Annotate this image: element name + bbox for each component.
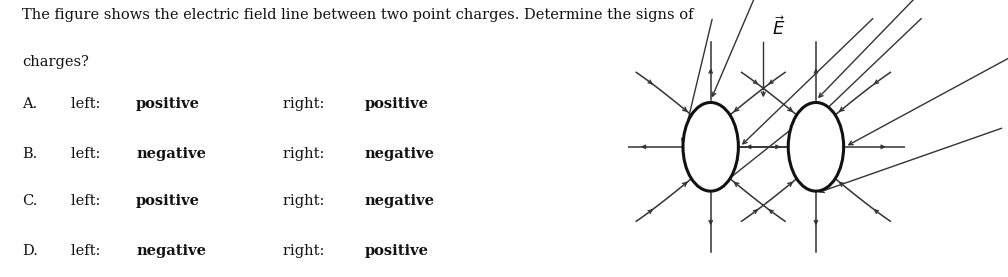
Text: left:: left: [71,194,105,208]
Text: negative: negative [136,244,206,258]
Text: right:: right: [283,147,329,161]
Ellipse shape [683,102,739,191]
Text: negative: negative [365,147,434,161]
Text: right:: right: [283,244,329,258]
Text: positive: positive [136,97,200,111]
Text: negative: negative [136,147,206,161]
Text: D.: D. [22,244,37,258]
Text: positive: positive [365,244,428,258]
Text: negative: negative [365,194,434,208]
Text: positive: positive [365,97,428,111]
Text: right:: right: [283,97,329,111]
Text: left:: left: [71,97,105,111]
Text: B.: B. [22,147,37,161]
Text: positive: positive [136,194,200,208]
Text: The figure shows the electric field line between two point charges. Determine th: The figure shows the electric field line… [22,8,694,22]
Text: $\vec{E}$: $\vec{E}$ [771,16,785,39]
Text: left:: left: [71,147,105,161]
Text: C.: C. [22,194,37,208]
Text: A.: A. [22,97,37,111]
Ellipse shape [788,102,844,191]
Text: right:: right: [283,194,329,208]
Text: left:: left: [71,244,105,258]
Text: charges?: charges? [22,55,89,70]
